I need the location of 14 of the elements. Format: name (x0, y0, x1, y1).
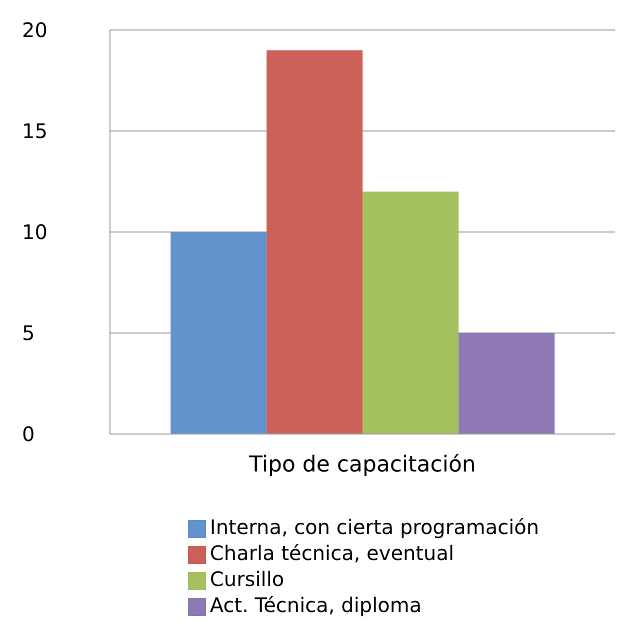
bar (266, 50, 363, 434)
legend-label: Charla técnica, eventual (210, 541, 454, 565)
legend-label: Act. Técnica, diploma (210, 593, 422, 617)
y-tick-label: 0 (22, 422, 35, 446)
bar (362, 192, 459, 434)
x-tick-label: Tipo de capacitación (248, 452, 476, 478)
legend-label: Interna, con cierta programación (210, 515, 540, 539)
y-tick-label: 20 (22, 18, 48, 42)
bar (458, 333, 555, 434)
y-tick-label: 15 (22, 119, 48, 144)
bar (170, 232, 267, 434)
y-tick-label: 5 (22, 321, 35, 346)
y-tick-label: 10 (22, 220, 48, 244)
legend-label: Cursillo (210, 567, 284, 591)
